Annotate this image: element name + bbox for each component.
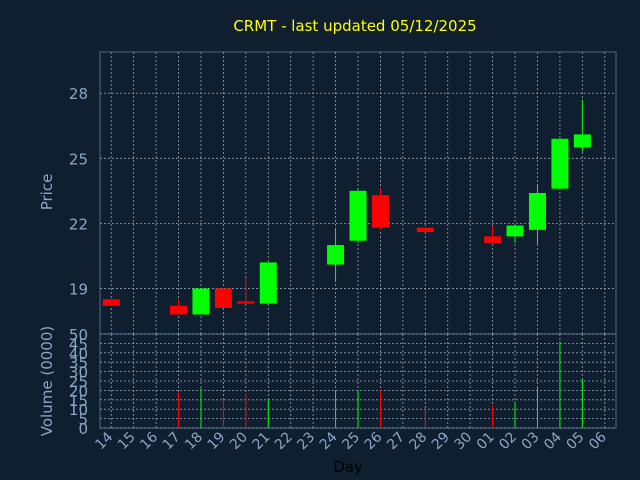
chart-title: CRMT - last updated 05/12/2025 bbox=[233, 17, 476, 35]
x-tick-label: 17 bbox=[160, 429, 184, 453]
volume-tick-label: 10 bbox=[69, 401, 88, 419]
x-tick-label: 05 bbox=[564, 429, 588, 453]
candle-14 bbox=[102, 299, 120, 306]
candle-03 bbox=[528, 184, 546, 246]
candle-04 bbox=[551, 138, 569, 189]
volume-tick-label: 0 bbox=[78, 420, 88, 438]
candle-24 bbox=[327, 227, 345, 282]
x-tick-label: 23 bbox=[294, 429, 318, 453]
candle-body bbox=[237, 301, 255, 304]
candle-20 bbox=[237, 277, 255, 304]
x-axis-label: Day bbox=[333, 458, 363, 476]
price-panel: 19 22 25 28 bbox=[69, 51, 617, 335]
volume-tick-label: 25 bbox=[69, 373, 88, 391]
x-tick-label: 02 bbox=[496, 429, 520, 453]
candle-25 bbox=[349, 188, 367, 243]
volume-tick-label: 20 bbox=[69, 382, 88, 400]
x-tick-label: 16 bbox=[137, 429, 161, 453]
x-tick-label: 24 bbox=[317, 429, 341, 453]
candle-body bbox=[192, 288, 210, 315]
volume-tick-label: 45 bbox=[69, 335, 88, 353]
price-axis-label: Price bbox=[38, 174, 56, 211]
candle-body bbox=[170, 305, 188, 315]
x-tick-label: 01 bbox=[474, 429, 498, 453]
x-tick-label: 04 bbox=[541, 429, 565, 453]
candle-05 bbox=[573, 99, 591, 152]
candle-body bbox=[102, 299, 120, 306]
candle-26 bbox=[371, 188, 389, 230]
candle-body bbox=[349, 190, 367, 241]
candle-body bbox=[214, 288, 232, 308]
x-tick-label: 22 bbox=[272, 429, 296, 453]
candle-body bbox=[528, 193, 546, 230]
candle-body bbox=[371, 195, 389, 228]
price-tick-label: 25 bbox=[69, 150, 88, 168]
x-axis: 1415161718192021222324252627282930010203… bbox=[92, 429, 610, 453]
volume-tick-label: 15 bbox=[69, 392, 88, 410]
volume-tick-label: 50 bbox=[69, 326, 88, 344]
candle-28 bbox=[416, 227, 434, 233]
x-tick-label: 28 bbox=[407, 429, 431, 453]
candle-01 bbox=[484, 225, 502, 243]
volume-tick-label: 35 bbox=[69, 354, 88, 372]
x-tick-label: 06 bbox=[586, 429, 610, 453]
x-tick-label: 21 bbox=[249, 429, 273, 453]
volume-axis-label: Volume (0000) bbox=[38, 326, 56, 436]
price-tick-label: 28 bbox=[69, 85, 88, 103]
candle-02 bbox=[506, 225, 524, 243]
x-tick-label: 27 bbox=[384, 429, 408, 453]
candle-body bbox=[259, 262, 277, 304]
volume-tick-label: 5 bbox=[78, 411, 88, 429]
candle-body bbox=[327, 245, 345, 265]
candle-17 bbox=[170, 299, 188, 315]
x-tick-label: 20 bbox=[227, 429, 251, 453]
x-tick-label: 03 bbox=[519, 429, 543, 453]
candle-21 bbox=[259, 262, 277, 304]
candle-body bbox=[551, 138, 569, 189]
candle-19 bbox=[214, 288, 232, 308]
x-tick-label: 30 bbox=[451, 429, 475, 453]
x-tick-label: 19 bbox=[205, 429, 229, 453]
candle-body bbox=[573, 134, 591, 148]
price-tick-label: 19 bbox=[69, 280, 88, 298]
x-tick-label: 14 bbox=[92, 429, 116, 453]
price-tick-label: 22 bbox=[69, 215, 88, 233]
x-tick-label: 15 bbox=[115, 429, 139, 453]
x-tick-label: 26 bbox=[362, 429, 386, 453]
candle-body bbox=[416, 227, 434, 233]
volume-tick-label: 30 bbox=[69, 364, 88, 382]
candle-18 bbox=[192, 288, 210, 315]
volume-tick-label: 40 bbox=[69, 345, 88, 363]
x-tick-label: 18 bbox=[182, 429, 206, 453]
x-tick-label: 25 bbox=[339, 429, 363, 453]
x-tick-label: 29 bbox=[429, 429, 453, 453]
candle-body bbox=[484, 236, 502, 243]
candle-body bbox=[506, 225, 524, 237]
